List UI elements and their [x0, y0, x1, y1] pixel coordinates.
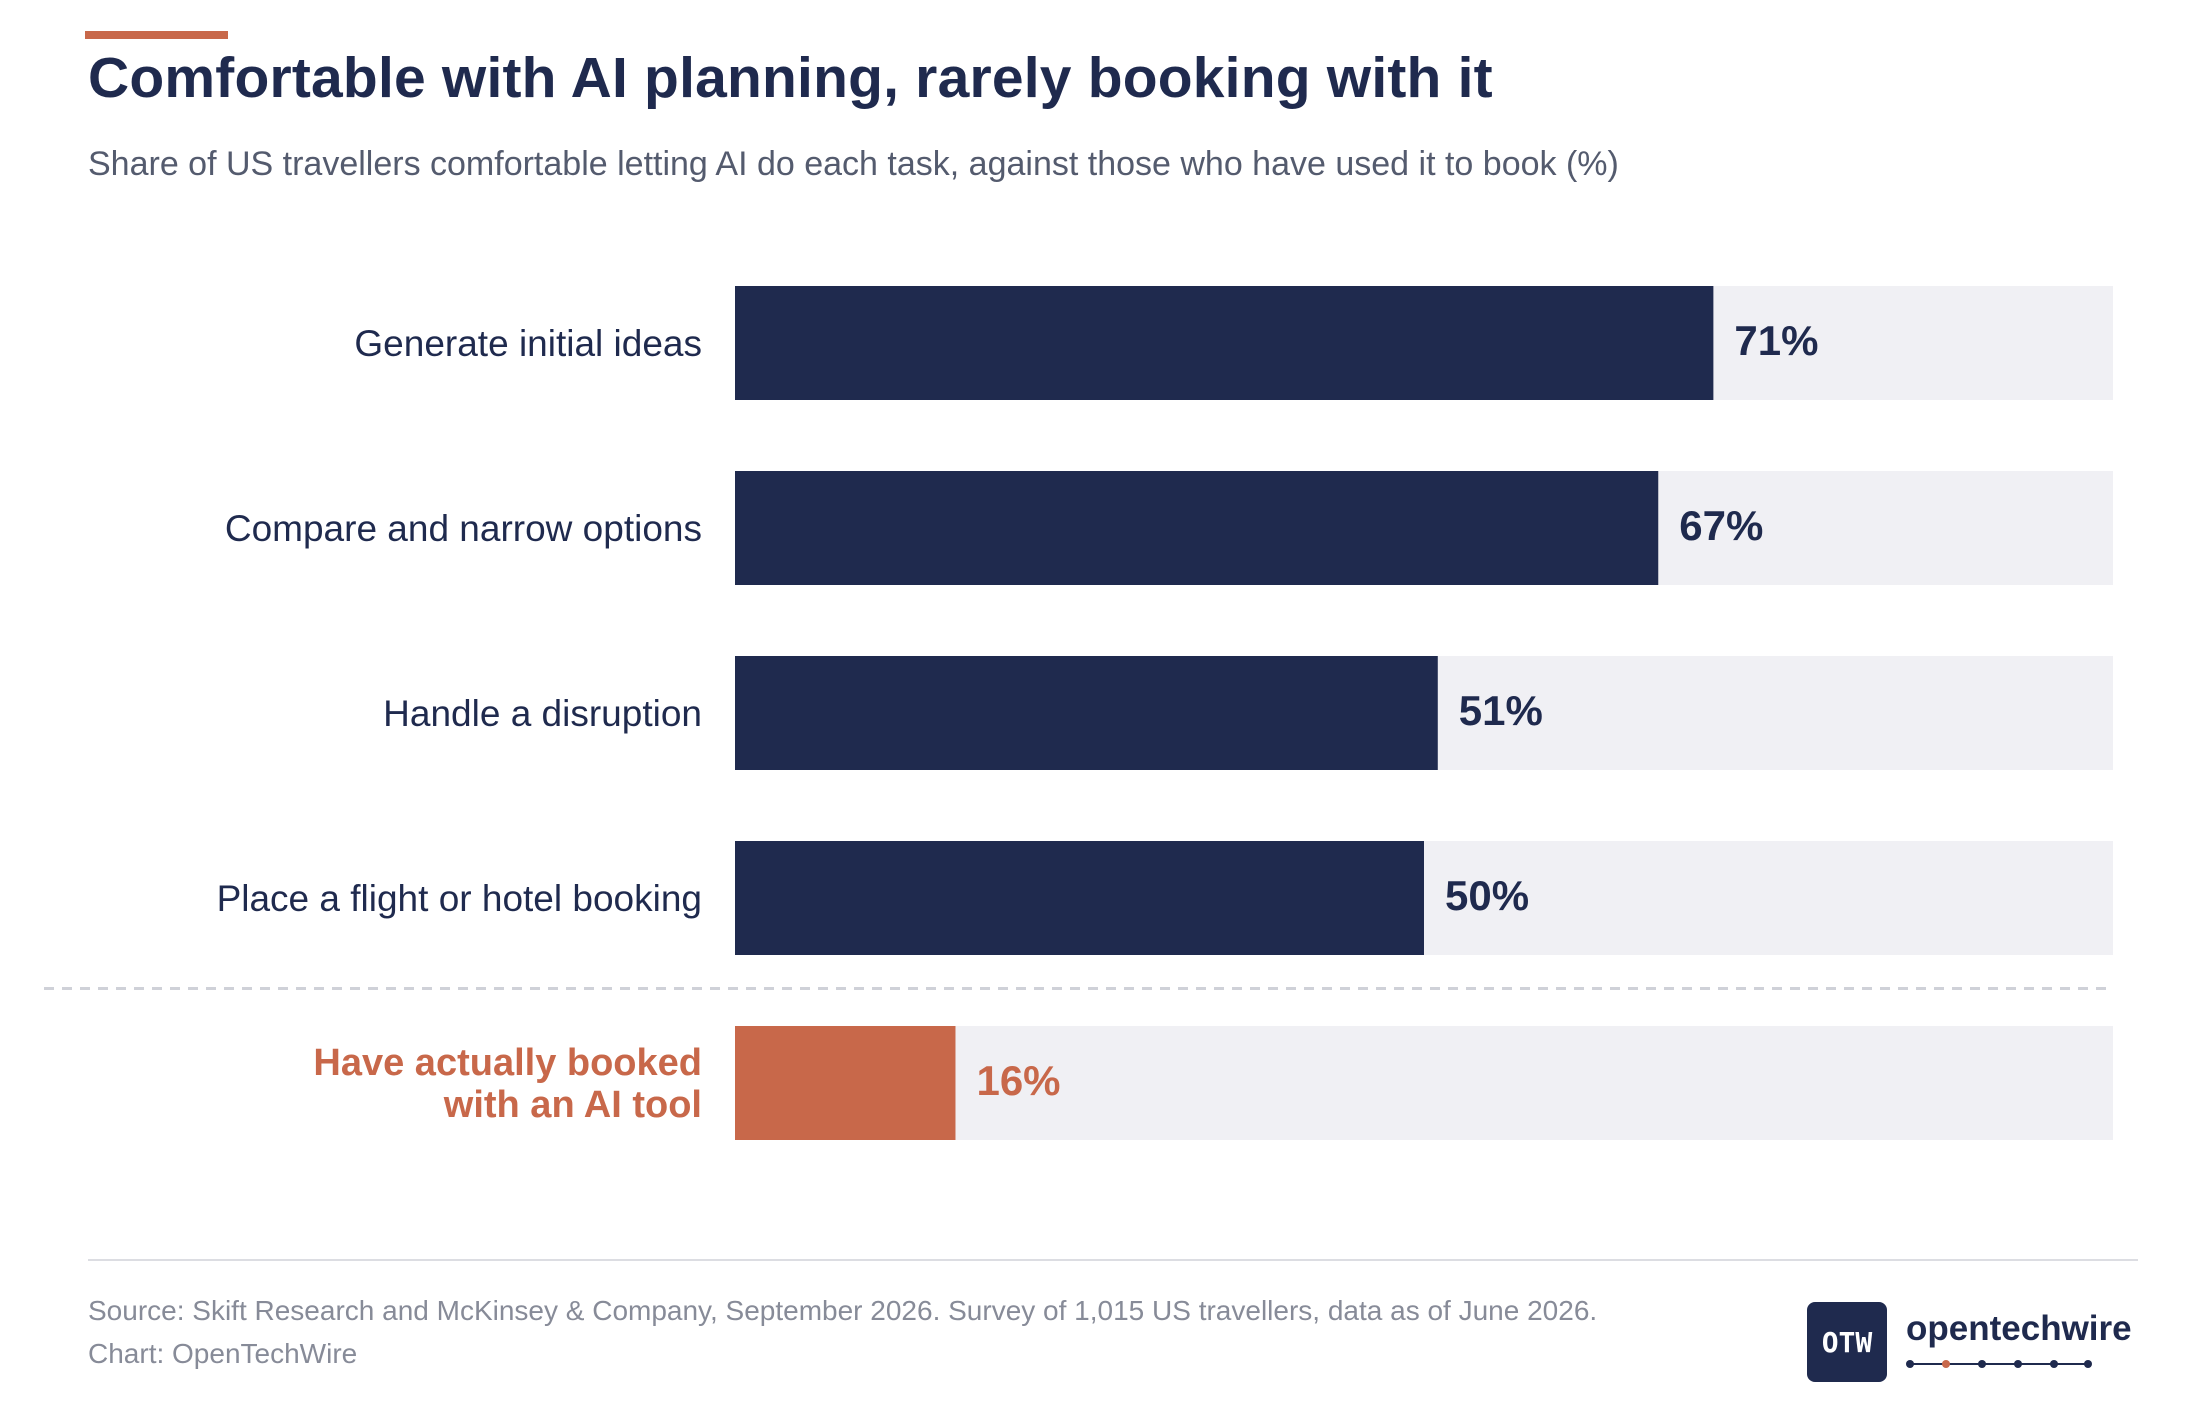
chart-subtitle: Share of US travellers comfortable letti… [88, 145, 1619, 183]
accent-rule [85, 31, 228, 39]
bar-row: Handle a disruption 51% [383, 656, 2113, 770]
highlight-row: Have actually booked with an AI tool 16% [313, 1026, 2113, 1140]
logo-dots-icon [1906, 1360, 2092, 1368]
bar [735, 841, 1424, 955]
category-label: Place a flight or hotel booking [217, 878, 702, 919]
data-label: 51% [1459, 687, 1543, 734]
data-label: 71% [1734, 317, 1818, 364]
bar [735, 656, 1438, 770]
data-label: 67% [1679, 502, 1763, 549]
logo-mark: OTW [1807, 1302, 1887, 1382]
footer-divider [88, 1259, 2138, 1261]
bar [735, 471, 1659, 585]
source-note: Source: Skift Research and McKinsey & Co… [88, 1289, 1597, 1375]
bar-row: Generate initial ideas 71% [354, 286, 2113, 400]
category-label: Generate initial ideas [354, 323, 702, 364]
bar-row: Place a flight or hotel booking 50% [217, 841, 2113, 955]
bar-chart: Generate initial ideas 71% Compare and nar… [44, 286, 2113, 1140]
source-text: Source: Skift Research and McKinsey & Co… [88, 1295, 1598, 1326]
chart-title: Comfortable with AI planning, rarely boo… [88, 46, 1493, 110]
category-label: Compare and narrow options [225, 508, 702, 549]
highlight-bar [735, 1026, 956, 1140]
category-label: Handle a disruption [383, 693, 702, 734]
bar-row: Compare and narrow options 67% [225, 471, 2113, 585]
bar [735, 286, 1714, 400]
chart-credit: Chart: OpenTechWire [88, 1338, 358, 1369]
data-label: 50% [1445, 872, 1529, 919]
bar-track [735, 1026, 2113, 1140]
data-label: 16% [976, 1057, 1060, 1104]
category-label: Have actually booked with an AI tool [313, 1042, 702, 1126]
logo-wordmark: opentechwire [1906, 1309, 2132, 1348]
